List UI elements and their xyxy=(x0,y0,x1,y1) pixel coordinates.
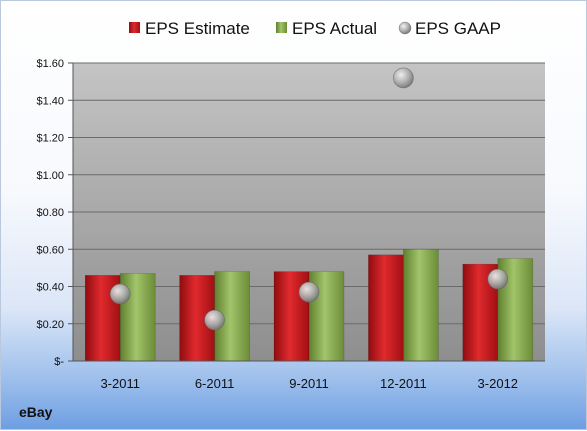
legend-label: EPS Estimate xyxy=(145,19,250,38)
eps-gaap-point xyxy=(298,281,320,303)
legend-actual: EPS Actual xyxy=(276,19,377,38)
y-tick-label: $1.00 xyxy=(36,170,64,182)
eps-gaap-point xyxy=(109,283,131,305)
y-tick-label: $1.60 xyxy=(36,58,64,70)
y-axis: $- $0.20 $0.40 $0.60 $0.80 $1.00 $1.20 $1.40 $1.… xyxy=(36,58,74,368)
company-label: eBay xyxy=(19,404,53,420)
legend-swatch xyxy=(276,22,287,33)
eps-gaap-point xyxy=(487,268,509,290)
x-tick-label: 12-2011 xyxy=(380,376,427,391)
y-tick-label: $0.20 xyxy=(36,319,64,331)
eps-gaap-point xyxy=(204,309,225,331)
legend-estimate: EPS Estimate xyxy=(129,19,250,38)
legend: EPS Estimate EPS Actual EPS GAAP xyxy=(129,19,501,38)
y-tick-label: $0.60 xyxy=(36,244,64,256)
x-axis: 3-2011 6-2011 9-2011 12-2011 3-2012 xyxy=(73,360,545,391)
legend-label: EPS GAAP xyxy=(415,19,501,38)
x-tick-label: 9-2011 xyxy=(289,376,329,391)
eps-gaap-point xyxy=(393,67,414,89)
eps-actual-bar xyxy=(403,249,439,362)
y-tick-label: $1.20 xyxy=(36,133,64,145)
x-tick-label: 6-2011 xyxy=(195,376,235,391)
y-tick-label: $- xyxy=(54,356,64,368)
gaap-points xyxy=(109,67,509,331)
y-tick-label: $0.40 xyxy=(36,282,64,294)
legend-label: EPS Actual xyxy=(292,19,377,38)
x-tick-label: 3-2011 xyxy=(100,376,140,391)
x-tick-label: 3-2012 xyxy=(478,376,518,391)
legend-swatch xyxy=(398,21,412,35)
y-tick-label: $0.80 xyxy=(36,207,64,219)
legend-swatch xyxy=(129,22,140,33)
eps-estimate-bar xyxy=(368,254,404,362)
legend-gaap: EPS GAAP xyxy=(398,19,501,38)
y-tick-label: $1.40 xyxy=(36,95,64,107)
